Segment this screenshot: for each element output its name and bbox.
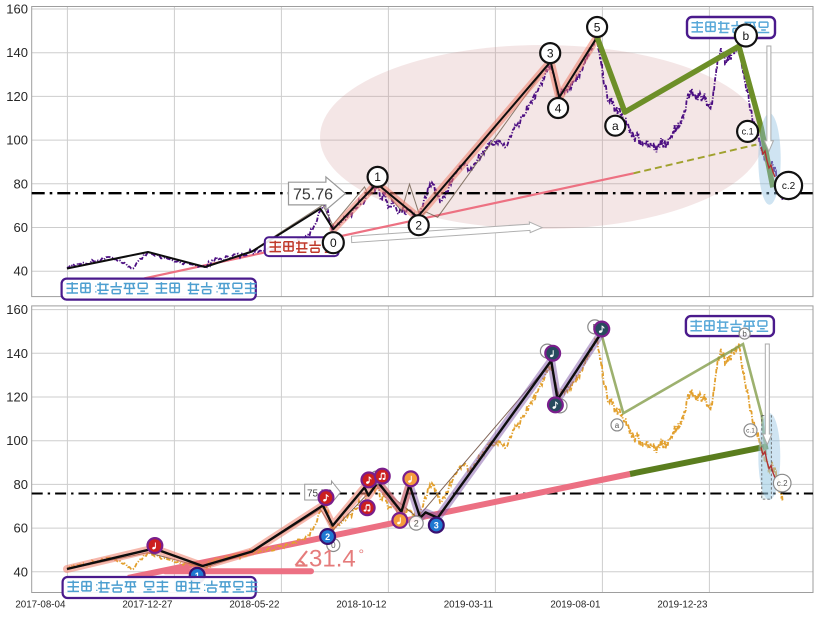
svg-text:160: 160: [6, 2, 28, 17]
svg-text:5: 5: [594, 20, 601, 34]
svg-text:2018-05-22: 2018-05-22: [229, 600, 279, 611]
svg-text:a: a: [615, 421, 620, 430]
svg-text:0: 0: [330, 236, 337, 250]
svg-text:1: 1: [374, 170, 381, 184]
svg-text:3: 3: [547, 46, 554, 60]
svg-text:40: 40: [14, 564, 28, 579]
svg-text:100: 100: [6, 433, 28, 448]
svg-text:160: 160: [6, 302, 28, 317]
svg-text::: :: [94, 281, 98, 296]
svg-text:c.1: c.1: [746, 428, 755, 435]
svg-text:75.76: 75.76: [293, 187, 333, 204]
svg-text:120: 120: [6, 390, 28, 405]
svg-text:b: b: [742, 330, 747, 339]
svg-text:80: 80: [14, 176, 28, 191]
svg-text:2017-08-04: 2017-08-04: [15, 600, 66, 611]
svg-text:4: 4: [555, 101, 562, 115]
svg-text:3: 3: [434, 521, 439, 531]
svg-text:c.2: c.2: [777, 479, 788, 488]
svg-text:60: 60: [14, 521, 28, 536]
svg-text:2: 2: [414, 518, 419, 528]
svg-text:60: 60: [14, 220, 28, 235]
svg-text::: :: [215, 281, 219, 296]
svg-text:b: b: [743, 29, 750, 43]
svg-text:31.4: 31.4: [309, 546, 356, 573]
svg-text:2017-12-27: 2017-12-27: [122, 600, 172, 611]
svg-text:c.1: c.1: [742, 127, 754, 137]
svg-text:2019-08-01: 2019-08-01: [550, 600, 600, 611]
svg-text:2019-12-23: 2019-12-23: [657, 600, 708, 611]
svg-text:°: °: [359, 546, 365, 562]
svg-text:2019-03-11: 2019-03-11: [444, 600, 493, 611]
svg-text:40: 40: [14, 264, 28, 279]
svg-text:0: 0: [331, 541, 336, 550]
svg-text:2018-10-12: 2018-10-12: [336, 600, 386, 611]
svg-text:a: a: [612, 119, 619, 133]
svg-text:140: 140: [6, 45, 28, 60]
svg-text::: :: [203, 579, 207, 594]
svg-text:1: 1: [195, 571, 200, 581]
svg-text::: :: [95, 579, 99, 594]
svg-text:120: 120: [6, 89, 28, 104]
svg-text:80: 80: [14, 477, 28, 492]
svg-text:2: 2: [325, 532, 330, 542]
svg-text:c.2: c.2: [782, 181, 796, 192]
svg-text:140: 140: [6, 346, 28, 361]
svg-text:100: 100: [6, 133, 28, 148]
svg-text:2: 2: [415, 219, 422, 233]
